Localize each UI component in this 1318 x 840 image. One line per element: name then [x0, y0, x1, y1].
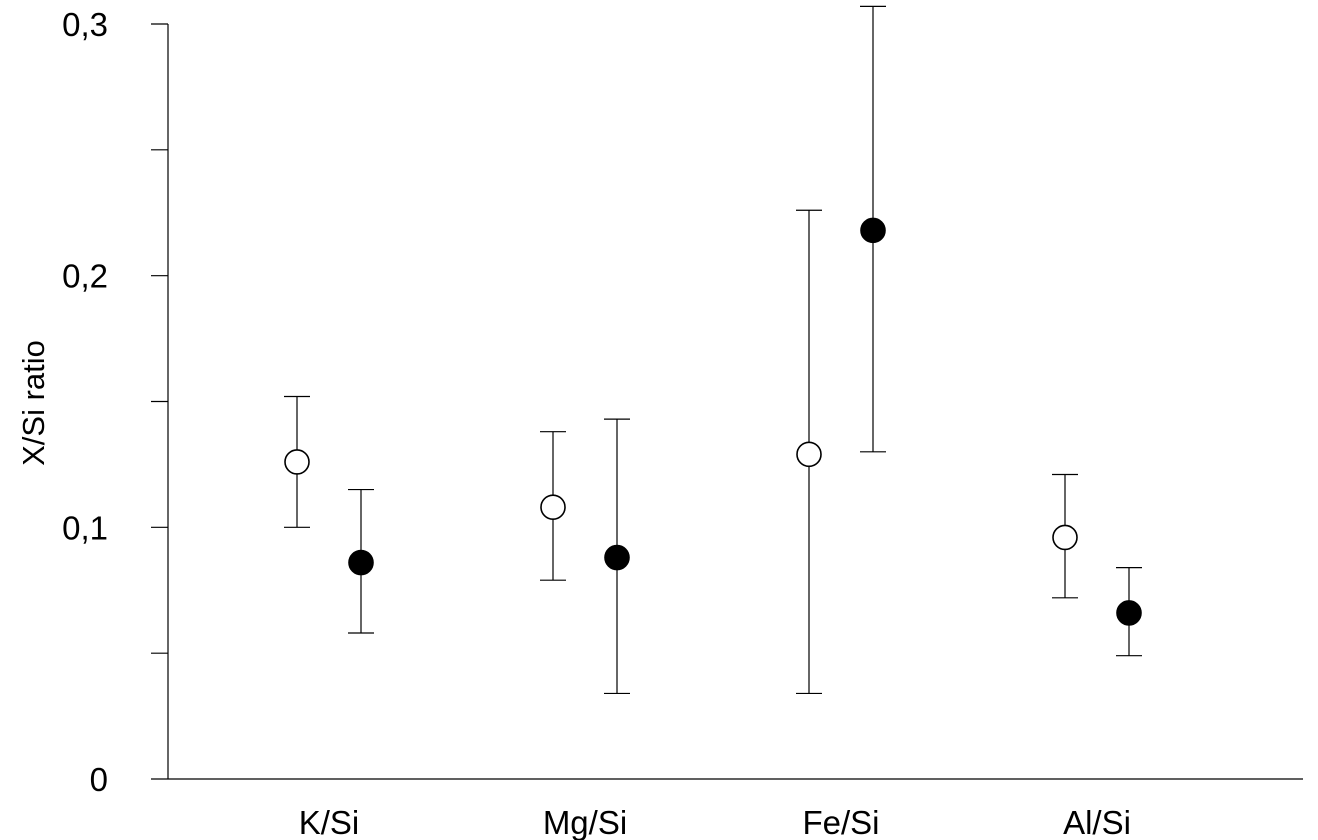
category-labels: K/Si Mg/Si Fe/Si Al/Si: [299, 804, 1131, 840]
open-marker: [1052, 524, 1078, 551]
open-marker: [796, 441, 822, 468]
axes: [167, 24, 1303, 780]
open-marker: [540, 494, 566, 521]
filled-marker: [604, 544, 630, 571]
category-label: Al/Si: [1063, 804, 1131, 840]
category-label: Mg/Si: [543, 804, 627, 840]
filled-marker: [860, 217, 886, 244]
category-label: Fe/Si: [802, 804, 879, 840]
y-tick-label: 0,2: [62, 258, 108, 295]
y-tick-label: 0: [90, 761, 108, 798]
open-marker: [284, 449, 310, 475]
y-tick-label: 0,3: [62, 6, 108, 43]
data-point-group: [796, 209, 822, 695]
data-point-group: [284, 395, 310, 528]
filled-marker: [348, 549, 374, 576]
data-point-group: [1116, 566, 1142, 657]
category-label: K/Si: [299, 804, 360, 840]
data-point-group: [540, 431, 566, 581]
data-point-group: [604, 418, 630, 695]
data-point-group: [860, 5, 886, 453]
data-point-group: [348, 488, 374, 634]
y-axis-ticks: 0 0,1 0,2 0,3: [62, 6, 168, 798]
y-axis-label: X/Si ratio: [16, 340, 51, 466]
filled-marker: [1116, 600, 1142, 626]
data-marks: [284, 5, 1142, 695]
y-tick-label: 0,1: [62, 509, 108, 546]
data-point-group: [1052, 473, 1078, 599]
